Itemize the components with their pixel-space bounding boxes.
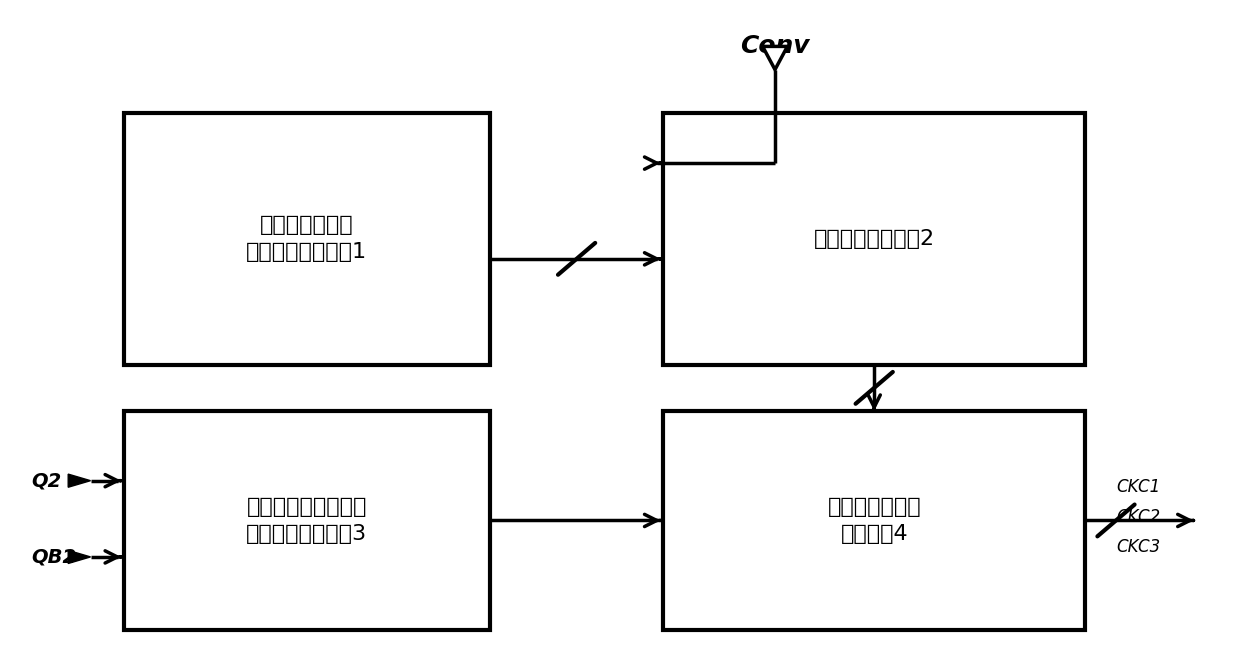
Bar [124, 411, 490, 630]
Polygon shape [763, 46, 787, 70]
Text: Conv: Conv [740, 34, 810, 58]
Text: QB2: QB2 [31, 548, 76, 566]
Text: CKC3: CKC3 [1116, 538, 1161, 556]
Text: CKC2: CKC2 [1116, 508, 1161, 526]
Text: 中间比较器判决完成
标志信号产生单关3: 中间比较器判决完成 标志信号产生单关3 [247, 497, 367, 544]
Text: 门控信号产生单关2: 门控信号产生单关2 [813, 229, 935, 249]
Text: Q2: Q2 [31, 471, 61, 490]
Polygon shape [68, 474, 91, 487]
Text: CKC1: CKC1 [1116, 478, 1161, 497]
Bar [124, 113, 490, 365]
Polygon shape [68, 550, 91, 564]
Bar [663, 113, 1085, 365]
Text: 比较器转换完成
标志信号产生单关1: 比较器转换完成 标志信号产生单关1 [247, 215, 367, 262]
Bar [663, 411, 1085, 630]
Text: 比较器异步时钟
产生单关4: 比较器异步时钟 产生单关4 [827, 497, 921, 544]
